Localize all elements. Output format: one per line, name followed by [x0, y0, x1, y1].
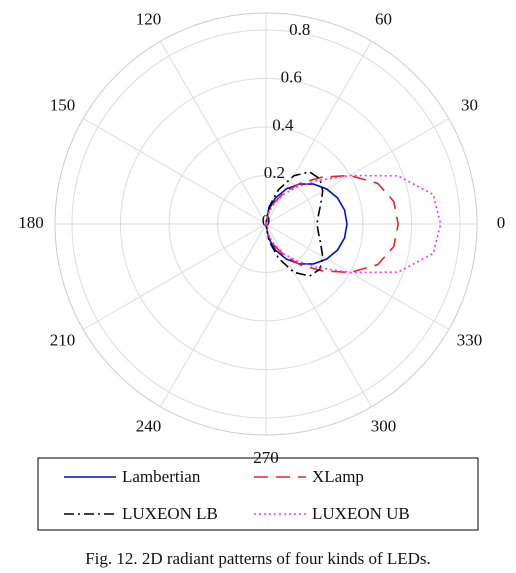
caption: Fig. 12. 2D radiant patterns of four kin… [85, 549, 431, 568]
theta-tick-label: 180 [18, 213, 44, 232]
theta-tick-label: 120 [136, 9, 162, 28]
legend-box [37, 457, 479, 531]
grid-spoke [265, 223, 372, 407]
grid-spoke [160, 41, 267, 225]
series-line [265, 183, 348, 265]
legend-label: LUXEON LB [122, 504, 218, 523]
grid-spoke [83, 118, 267, 225]
r-tick-label: 0.8 [289, 20, 310, 39]
series-line [265, 171, 324, 277]
r-tick-label: 0.6 [281, 68, 302, 87]
theta-tick-label: 210 [50, 330, 76, 349]
legend-label: XLamp [312, 467, 364, 486]
grid-spoke [160, 223, 267, 407]
r-tick-label: 0.4 [272, 115, 294, 134]
r-tick-label: 0.2 [264, 163, 285, 182]
grid-spoke [265, 223, 449, 330]
theta-tick-label: 30 [461, 95, 478, 114]
theta-tick-label: 150 [50, 95, 76, 114]
legend-label: LUXEON UB [312, 504, 410, 523]
theta-tick-label: 270 [253, 448, 279, 467]
series-line [265, 174, 399, 274]
theta-tick-label: 0 [497, 213, 506, 232]
theta-tick-label: 300 [371, 416, 397, 435]
theta-tick-label: 330 [457, 330, 483, 349]
grid-spoke [83, 223, 267, 330]
legend-label: Lambertian [122, 467, 201, 486]
theta-tick-label: 60 [375, 9, 392, 28]
grid-spoke [265, 118, 449, 225]
theta-tick-label: 240 [136, 416, 162, 435]
